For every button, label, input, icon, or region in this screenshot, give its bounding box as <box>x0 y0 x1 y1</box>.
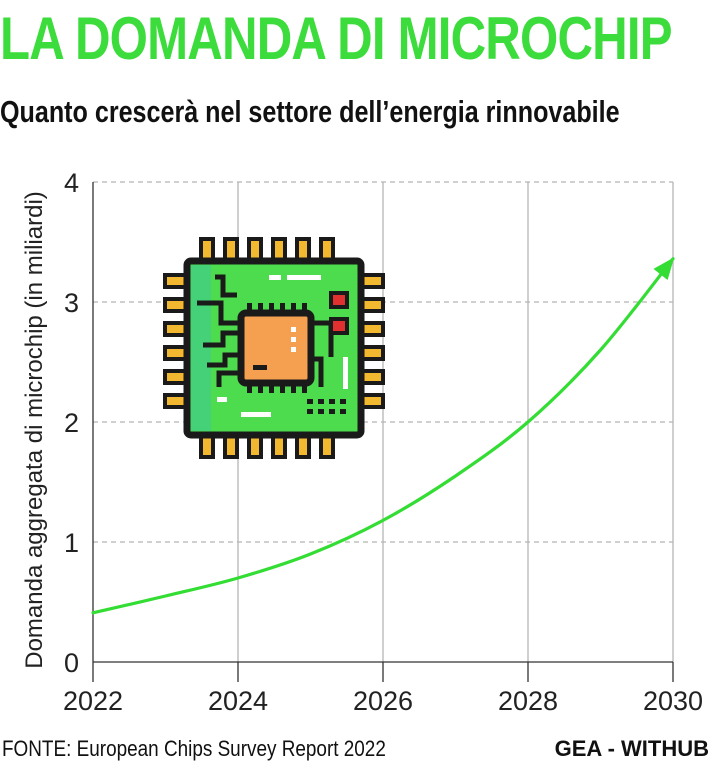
grid <box>93 181 674 662</box>
x-tick-label: 2026 <box>353 686 413 716</box>
chart-title: LA DOMANDA DI MICROCHIP <box>0 5 673 72</box>
y-tick-label: 4 <box>64 168 79 198</box>
y-tick-label: 3 <box>64 288 79 318</box>
series-line <box>91 257 675 615</box>
y-tick-label: 0 <box>64 648 79 678</box>
y-tick-label: 1 <box>64 528 79 558</box>
y-tick-label: 2 <box>64 408 79 438</box>
x-tick-label: 2022 <box>63 686 123 716</box>
x-tick-label: 2028 <box>498 686 558 716</box>
chart-subtitle: Quanto crescerà nel settore dell’energia… <box>0 94 620 129</box>
y-axis-label: Domanda aggregata di microchip (in milia… <box>21 191 48 669</box>
source-note: FONTE: European Chips Survey Report 2022 <box>2 736 386 761</box>
x-tick-label: 2030 <box>643 686 703 716</box>
credit-label: GEA - WITHUB <box>554 736 709 761</box>
arrow-head-icon <box>653 257 675 281</box>
microchip-icon <box>163 237 385 459</box>
axes: 0 1 2 3 4 2022 2024 2026 2028 2030 Domanda aggrega… <box>21 168 703 716</box>
x-tick-label: 2024 <box>208 686 268 716</box>
series <box>91 257 675 615</box>
